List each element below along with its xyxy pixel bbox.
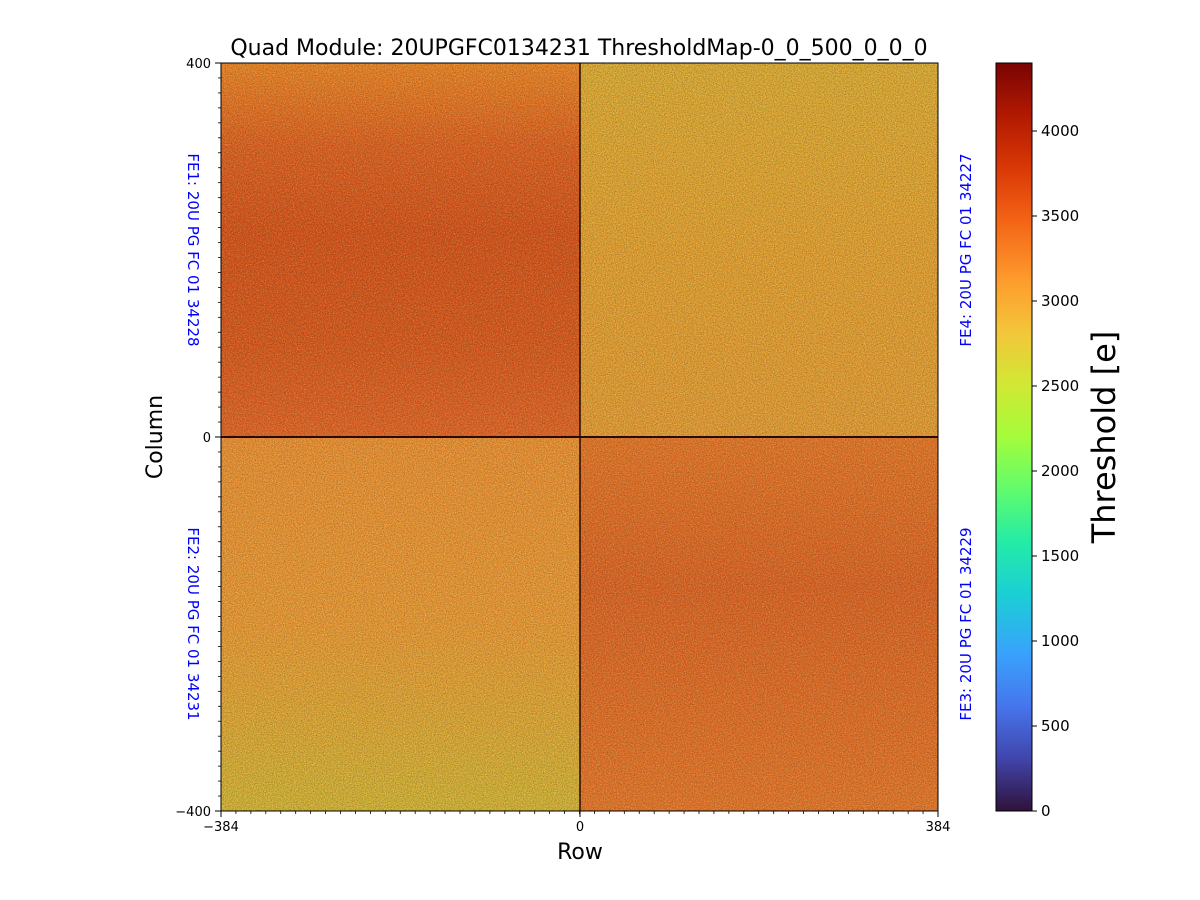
colorbar-tick-label: 4000 bbox=[1041, 122, 1079, 140]
y-axis: 400 0 −400 Column bbox=[143, 57, 221, 820]
y-tick-label: 0 bbox=[203, 431, 211, 446]
colorbar: 0 500 1000 1500 2000 2500 3000 3500 4000 Thresho… bbox=[995, 62, 1123, 820]
x-axis: −384 0 384 Row bbox=[203, 811, 950, 865]
y-tick-label: 400 bbox=[186, 57, 211, 72]
colorbar-gradient bbox=[995, 62, 1033, 812]
colorbar-tick-label: 1500 bbox=[1041, 547, 1079, 565]
x-axis-label: Row bbox=[557, 840, 603, 865]
fe3-label: FE3: 20U PG FC 01 34229 bbox=[957, 527, 975, 720]
heatmap-plot-area bbox=[220, 62, 939, 812]
fe2-label: FE2: 20U PG FC 01 34231 bbox=[184, 527, 202, 720]
x-tick-label: −384 bbox=[203, 820, 239, 835]
colorbar-tick-label: 3500 bbox=[1041, 207, 1079, 225]
x-tick-label: 384 bbox=[926, 820, 951, 835]
x-tick-label: 0 bbox=[576, 820, 584, 835]
colorbar-ticks: 0 500 1000 1500 2000 2500 3000 3500 4000 bbox=[1032, 122, 1079, 820]
colorbar-tick-label: 2000 bbox=[1041, 462, 1079, 480]
fe1-label: FE1: 20U PG FC 01 34228 bbox=[184, 153, 202, 346]
colorbar-tick-label: 500 bbox=[1041, 717, 1070, 735]
colorbar-tick-label: 1000 bbox=[1041, 632, 1079, 650]
colorbar-label: Threshold [e] bbox=[1085, 331, 1123, 545]
colorbar-tick-label: 2500 bbox=[1041, 377, 1079, 395]
chart-title: Quad Module: 20UPGFC0134231 ThresholdMap… bbox=[230, 36, 927, 61]
y-axis-label: Column bbox=[143, 395, 168, 479]
fe4-label: FE4: 20U PG FC 01 34227 bbox=[957, 153, 975, 346]
colorbar-tick-label: 0 bbox=[1041, 802, 1051, 820]
colorbar-tick-label: 3000 bbox=[1041, 292, 1079, 310]
y-tick-label: −400 bbox=[175, 805, 211, 820]
